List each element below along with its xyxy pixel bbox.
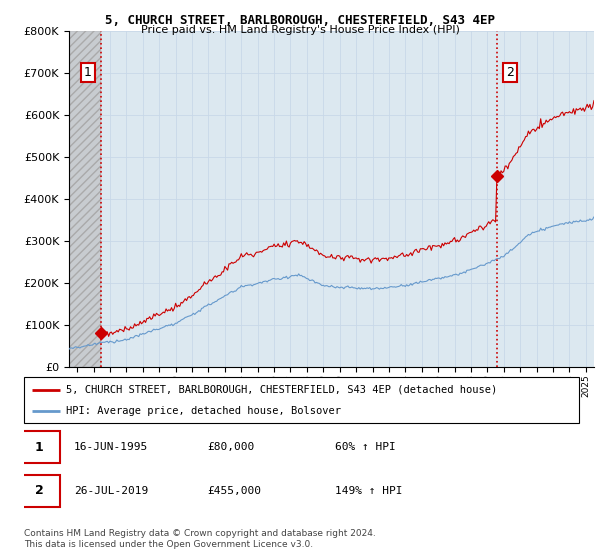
Text: Contains HM Land Registry data © Crown copyright and database right 2024.
This d: Contains HM Land Registry data © Crown c… xyxy=(24,529,376,549)
Text: £80,000: £80,000 xyxy=(207,442,254,452)
Text: 2: 2 xyxy=(35,484,44,497)
Text: 16-JUN-1995: 16-JUN-1995 xyxy=(74,442,148,452)
Text: 1: 1 xyxy=(35,441,44,454)
Text: 5, CHURCH STREET, BARLBOROUGH, CHESTERFIELD, S43 4EP (detached house): 5, CHURCH STREET, BARLBOROUGH, CHESTERFI… xyxy=(65,385,497,395)
Text: 26-JUL-2019: 26-JUL-2019 xyxy=(74,486,148,496)
Bar xyxy=(69,31,101,367)
Text: £455,000: £455,000 xyxy=(207,486,261,496)
FancyBboxPatch shape xyxy=(24,377,579,423)
Text: 149% ↑ HPI: 149% ↑ HPI xyxy=(335,486,403,496)
Text: 5, CHURCH STREET, BARLBOROUGH, CHESTERFIELD, S43 4EP: 5, CHURCH STREET, BARLBOROUGH, CHESTERFI… xyxy=(105,14,495,27)
Text: 1: 1 xyxy=(84,66,92,80)
Text: 2: 2 xyxy=(506,66,514,80)
FancyBboxPatch shape xyxy=(19,475,60,507)
Text: 60% ↑ HPI: 60% ↑ HPI xyxy=(335,442,395,452)
FancyBboxPatch shape xyxy=(19,431,60,463)
Text: HPI: Average price, detached house, Bolsover: HPI: Average price, detached house, Bols… xyxy=(65,406,341,416)
Text: Price paid vs. HM Land Registry's House Price Index (HPI): Price paid vs. HM Land Registry's House … xyxy=(140,25,460,35)
